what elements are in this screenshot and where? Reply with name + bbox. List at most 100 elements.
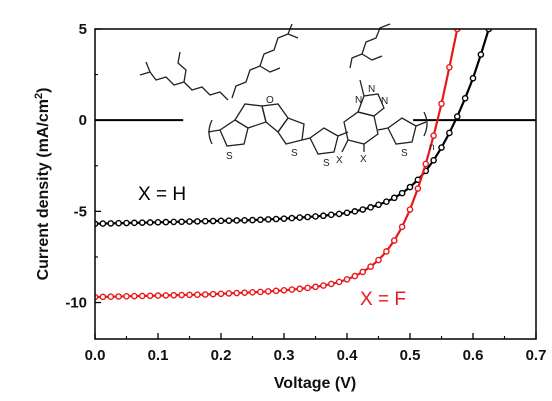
ring-thiophene-4 [387, 117, 417, 145]
series-1-point-27 [304, 284, 311, 292]
series-1-point-33 [351, 272, 359, 280]
series-0-point-29 [320, 212, 327, 220]
series-0-point-7 [146, 219, 154, 226]
series-0-point-10 [170, 218, 178, 226]
bond-end-left [207, 129, 221, 133]
series-0-point-20 [249, 216, 256, 224]
series-1-point-1 [99, 293, 107, 301]
series-1-point-4 [123, 293, 130, 300]
series-0-point-19 [241, 216, 248, 224]
y-axis-title-main: Current density (mA/cm [35, 99, 52, 280]
series-0-point-14 [201, 217, 209, 225]
x-tick-label-3: 0.3 [274, 347, 295, 364]
series-0-point-31 [335, 210, 343, 218]
series-0-point-33 [351, 208, 359, 215]
alkyl-chain-left-end [139, 61, 151, 76]
series-0-point-34 [359, 206, 367, 213]
series-0-point-23 [272, 215, 280, 223]
series-0-point-49 [477, 51, 485, 58]
y-tick-label-0: 5 [79, 21, 87, 38]
series-0-point-26 [296, 214, 304, 221]
repeat-n: n [429, 142, 435, 153]
series-0-point-35 [367, 204, 374, 211]
series-0-point-22 [264, 216, 272, 223]
y-axis-title: Current density (mA/cm2) [33, 88, 52, 281]
series-0-point-12 [186, 218, 193, 225]
series-0-point-48 [469, 74, 477, 82]
series-0-point-15 [209, 217, 217, 225]
bond-end-right [415, 121, 427, 127]
series-1-point-23 [272, 287, 280, 295]
series-0-point-39 [398, 189, 406, 197]
series-1-point-32 [343, 276, 351, 283]
series-0-point-9 [162, 218, 170, 226]
atom-n-3: N [381, 96, 388, 107]
x-tick-label-1: 0.1 [148, 347, 169, 364]
series-1-point-36 [375, 256, 382, 264]
series-1-point-39 [398, 223, 406, 231]
series-0-point-38 [390, 194, 398, 202]
y-tick-label-3: -10 [65, 295, 87, 312]
y-tick-label-2: -5 [74, 203, 87, 220]
series-1-point-38 [390, 237, 398, 244]
series-1-point-13 [194, 291, 201, 298]
series-0-point-36 [375, 201, 382, 209]
ring-pyran [261, 103, 289, 133]
ring-benzene [343, 111, 379, 145]
series-0-point-3 [115, 219, 122, 227]
repeat-bracket-right [423, 111, 428, 137]
x-tick-label-7: 0.7 [526, 347, 547, 364]
series-1-point-25 [288, 286, 296, 293]
series-0-point-8 [154, 218, 162, 226]
series-1-point-37 [383, 248, 390, 255]
series-0-point-16 [217, 217, 225, 225]
series-1-point-30 [327, 280, 335, 288]
series-0-point-18 [233, 217, 241, 224]
series-0-point-21 [257, 216, 264, 224]
alkyl-chain-top-end [287, 23, 299, 39]
series-1-point-14 [201, 291, 209, 298]
series-1-point-22 [264, 288, 272, 295]
series-1-point-19 [241, 289, 248, 296]
x-tick-label-4: 0.4 [337, 347, 359, 364]
series-0-point-17 [225, 217, 233, 224]
series-1-point-31 [335, 278, 343, 286]
series-1-point-34 [359, 268, 367, 276]
series-label-h: X = H [138, 184, 186, 205]
bond-link-3 [377, 127, 389, 131]
series-0-point-43 [430, 156, 437, 164]
series-1-point-28 [312, 283, 319, 291]
series-1-point-24 [280, 287, 288, 294]
plot-frame [94, 28, 537, 340]
series-0-point-25 [288, 214, 296, 222]
atom-s-1: S [226, 151, 233, 162]
series-1-point-29 [320, 282, 327, 289]
atom-s-4: S [401, 148, 408, 159]
atom-s-3: S [323, 158, 330, 169]
atom-x-2: X [360, 154, 367, 165]
x-tick-label-5: 0.5 [400, 347, 421, 364]
series-0-point-24 [280, 215, 288, 222]
alkyl-chain-right [349, 23, 391, 69]
alkyl-chain-left-branch [177, 51, 187, 83]
ring-triazole [357, 93, 385, 117]
axis-ticks: 0.0 0.1 0.2 0.3 0.4 0.5 0.6 0.7 5 0 -5 -10 [65, 21, 546, 364]
series-0-point-30 [327, 211, 335, 219]
ring-thiophene-2 [277, 117, 305, 145]
y-axis-title-sup: 2 [33, 93, 45, 99]
series-1-point-15 [209, 290, 217, 298]
series-0-point-1 [99, 220, 107, 227]
series-0-point-2 [107, 220, 115, 227]
ring-thiophene-1 [219, 119, 249, 147]
alkyl-chain-top-branch [259, 65, 281, 73]
series-0-point-46 [453, 113, 461, 120]
bond-link-1 [301, 137, 311, 141]
bond-x-1 [341, 139, 349, 153]
y-axis-title-end: ) [35, 88, 52, 93]
series-0-point-45 [446, 129, 453, 137]
series-1-point-10 [170, 291, 178, 299]
alkyl-chain-right-branch [361, 53, 383, 61]
bond-n-alkyl [359, 79, 365, 97]
repeat-bracket-left [208, 119, 213, 145]
